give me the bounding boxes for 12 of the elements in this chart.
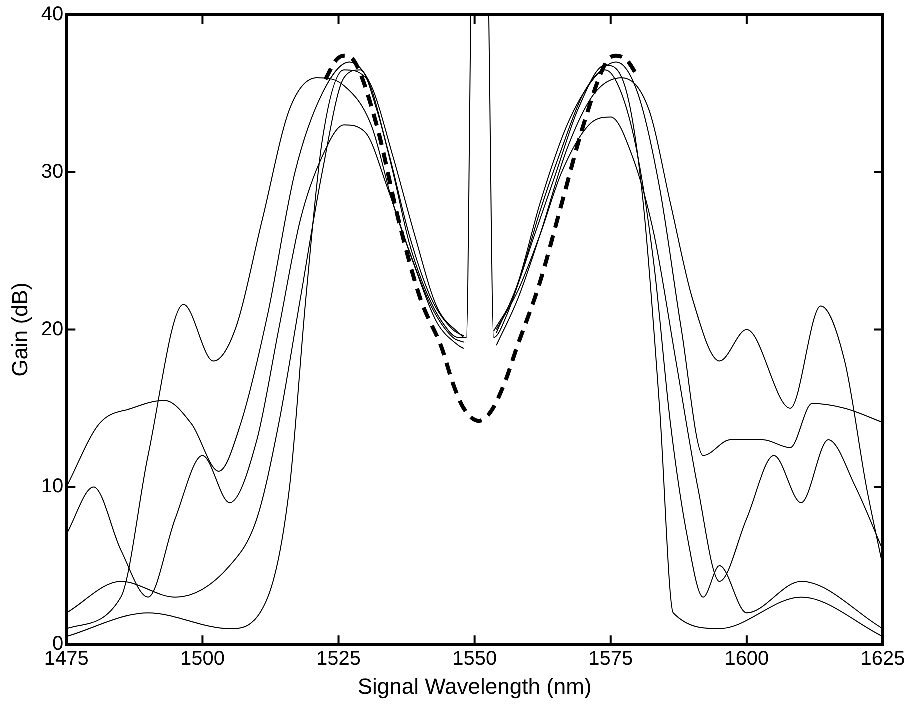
y-tick-label: 30: [41, 160, 64, 183]
x-tick-label: 1625: [860, 648, 906, 670]
y-tick-label: 20: [41, 318, 64, 340]
x-axis-title: Signal Wavelength (nm): [358, 674, 592, 699]
x-tick-label: 1550: [452, 648, 498, 670]
y-tick-label: 40: [41, 4, 64, 26]
y-tick-label: 10: [41, 476, 64, 498]
x-tick-label: 1525: [316, 648, 362, 670]
x-tick-label: 1575: [588, 648, 634, 670]
y-axis-title: Gain (dB): [7, 282, 32, 377]
x-tick-label: 1500: [180, 648, 225, 670]
x-tick-label: 1600: [724, 648, 770, 670]
